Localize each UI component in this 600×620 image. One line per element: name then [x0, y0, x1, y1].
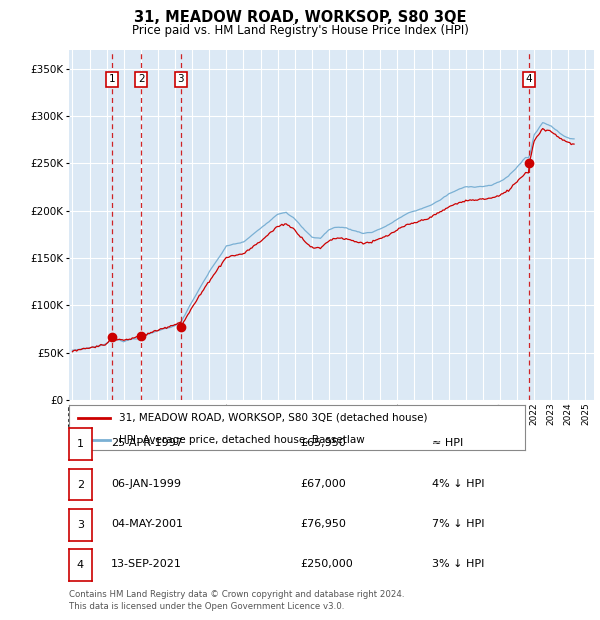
Text: £65,950: £65,950 [300, 438, 346, 448]
Text: 3: 3 [178, 74, 184, 84]
Text: 7% ↓ HPI: 7% ↓ HPI [432, 519, 485, 529]
Text: 4% ↓ HPI: 4% ↓ HPI [432, 479, 485, 489]
Text: ≈ HPI: ≈ HPI [432, 438, 463, 448]
Text: 3: 3 [77, 520, 84, 530]
Text: 2: 2 [77, 479, 84, 490]
Text: £250,000: £250,000 [300, 559, 353, 569]
Text: 31, MEADOW ROAD, WORKSOP, S80 3QE (detached house): 31, MEADOW ROAD, WORKSOP, S80 3QE (detac… [119, 413, 428, 423]
Text: 04-MAY-2001: 04-MAY-2001 [111, 519, 183, 529]
Text: £67,000: £67,000 [300, 479, 346, 489]
Text: 3% ↓ HPI: 3% ↓ HPI [432, 559, 484, 569]
Text: 06-JAN-1999: 06-JAN-1999 [111, 479, 181, 489]
Text: 13-SEP-2021: 13-SEP-2021 [111, 559, 182, 569]
Text: Price paid vs. HM Land Registry's House Price Index (HPI): Price paid vs. HM Land Registry's House … [131, 24, 469, 37]
Text: 25-APR-1997: 25-APR-1997 [111, 438, 183, 448]
Text: £76,950: £76,950 [300, 519, 346, 529]
Text: Contains HM Land Registry data © Crown copyright and database right 2024.
This d: Contains HM Land Registry data © Crown c… [69, 590, 404, 611]
Text: 2: 2 [138, 74, 145, 84]
Text: 1: 1 [77, 439, 84, 450]
Text: 31, MEADOW ROAD, WORKSOP, S80 3QE: 31, MEADOW ROAD, WORKSOP, S80 3QE [134, 10, 466, 25]
Text: 1: 1 [109, 74, 115, 84]
Text: HPI: Average price, detached house, Bassetlaw: HPI: Average price, detached house, Bass… [119, 435, 365, 445]
Text: 4: 4 [77, 560, 84, 570]
Text: 4: 4 [526, 74, 532, 84]
